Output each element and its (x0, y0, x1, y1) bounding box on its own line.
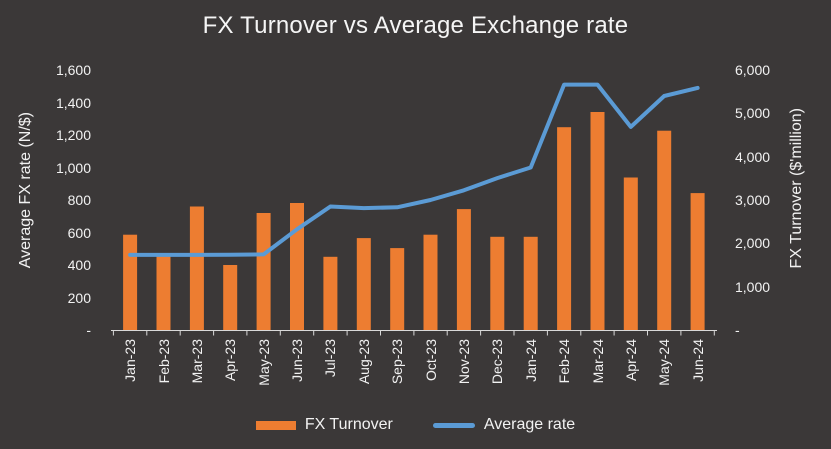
x-axis (111, 330, 717, 336)
x-tick-label-feb-23: Feb-23 (155, 339, 172, 384)
bar-jan-24[interactable] (523, 236, 538, 330)
bar-jun-23[interactable] (290, 203, 304, 330)
left-axis-tick-0: - (86, 322, 91, 338)
bar-jun-24[interactable] (690, 193, 705, 330)
right-axis-tick-3000: 3,000 (735, 192, 771, 208)
bar-apr-23[interactable] (223, 265, 238, 330)
legend-item-average-rate[interactable]: Average rate (432, 416, 576, 434)
x-tick-label-oct-23: Oct-23 (422, 339, 439, 382)
x-tick-label-jul-23: Jul-23 (322, 339, 339, 378)
x-tick-label-mar-24: Mar-24 (589, 339, 606, 384)
legend-item-fx-turnover[interactable]: FX Turnover (255, 416, 393, 434)
bar-may-24[interactable] (657, 130, 672, 330)
bar-may-23[interactable] (256, 213, 271, 330)
bar-apr-24[interactable] (623, 177, 638, 331)
x-tick-label-jan-24: Jan-24 (522, 339, 539, 382)
chart-title: FX Turnover vs Average Exchange rate (202, 12, 629, 39)
bar-swatch-icon (255, 420, 296, 430)
x-tick-label-may-23: May-23 (255, 339, 272, 386)
x-tick-label-sep-23: Sep-23 (389, 339, 406, 385)
bar-feb-24[interactable] (557, 127, 572, 330)
bar-mar-23[interactable] (189, 206, 204, 331)
right-axis-tick-2000: 2,000 (735, 235, 771, 252)
right-axis-tick-4000: 4,000 (735, 148, 771, 165)
x-tick-label-dec-23: Dec-23 (489, 339, 506, 385)
right-axis-tick-1000: 1,000 (735, 278, 771, 295)
x-tick-label-aug-23: Aug-23 (355, 339, 372, 385)
left-axis-tick-800: 800 (67, 192, 91, 208)
x-tick-label-jun-23: Jun-23 (289, 339, 305, 382)
bar-sep-23[interactable] (390, 248, 405, 330)
left-axis-tick-1400: 1,400 (55, 94, 91, 111)
x-tick-label-feb-24: Feb-24 (556, 339, 573, 384)
x-tick-label-apr-23: Apr-23 (222, 339, 239, 382)
left-axis-tick-1200: 1,200 (55, 127, 91, 143)
bar-mar-24[interactable] (590, 112, 605, 330)
bar-jul-23[interactable] (323, 256, 338, 330)
bar-dec-23[interactable] (490, 236, 505, 330)
bar-jan-23[interactable] (123, 234, 138, 330)
legend-label-average-rate: Average rate (483, 416, 576, 433)
x-tick-label-mar-23: Mar-23 (188, 339, 205, 384)
x-tick-label-may-24: May-24 (656, 339, 673, 386)
bar-oct-23[interactable] (423, 234, 438, 330)
right-axis-tick-5000: 5,000 (735, 105, 771, 122)
bar-aug-23[interactable] (356, 238, 371, 330)
x-tick-label-nov-23: Nov-23 (455, 339, 472, 385)
bar-feb-23[interactable] (156, 256, 171, 330)
line-swatch-icon (432, 422, 475, 428)
x-tick-label-apr-24: Apr-24 (622, 339, 639, 382)
left-axis-tick-200: 200 (67, 289, 91, 306)
right-axis-tick-6000: 6,000 (735, 62, 771, 78)
right-axis-tick-0: - (735, 322, 740, 338)
average-rate-line[interactable] (128, 82, 700, 257)
left-axis-tick-1600: 1,600 (55, 62, 91, 78)
legend-label-fx-turnover: FX Turnover (304, 416, 393, 433)
x-tick-label-jan-23: Jan-23 (122, 339, 139, 382)
left-axis-tick-1000: 1,000 (55, 159, 91, 176)
left-axis-tick-400: 400 (67, 257, 91, 273)
bar-nov-23[interactable] (456, 209, 471, 330)
x-tick-label-jun-24: Jun-24 (689, 339, 706, 382)
left-axis-tick-600: 600 (67, 224, 91, 241)
legend: FX Turnover Average rate (0, 416, 831, 434)
